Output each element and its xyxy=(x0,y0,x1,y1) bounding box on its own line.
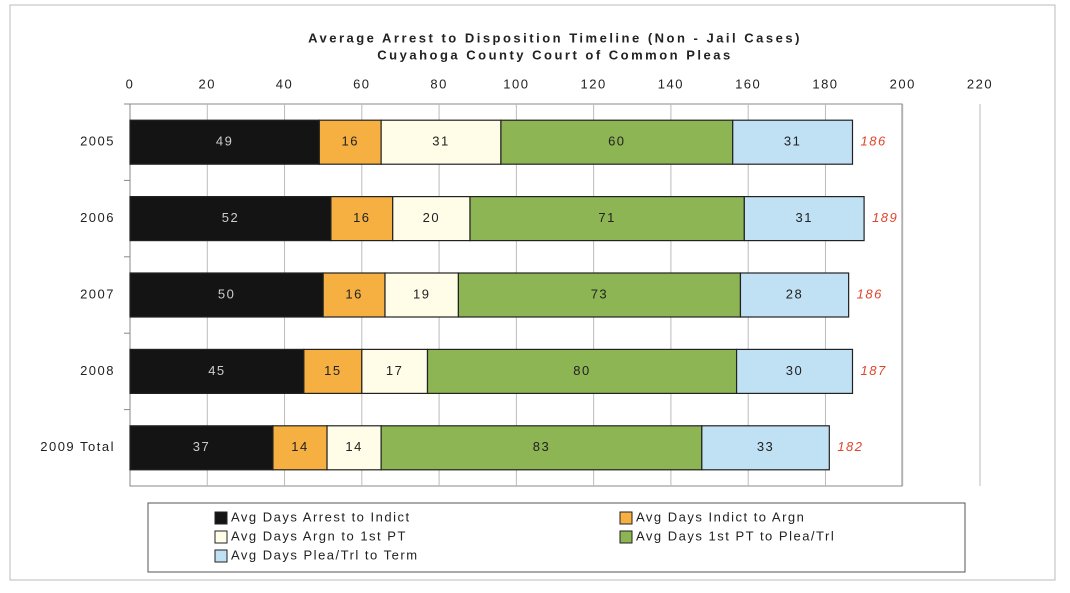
bar-segment xyxy=(384,272,460,318)
bar-segment xyxy=(469,196,745,242)
bar-segment xyxy=(272,425,328,471)
bar-segment xyxy=(380,119,502,165)
bar-segment xyxy=(330,196,394,242)
legend-label: Avg Days Plea/Trl to Term xyxy=(231,547,419,562)
bar-segment xyxy=(735,348,854,394)
data-label: 71 xyxy=(598,210,615,225)
x-tick-label: 180 xyxy=(812,76,838,91)
bar-segment xyxy=(743,196,865,242)
data-label: 37 xyxy=(193,439,210,454)
legend-swatch xyxy=(214,530,228,544)
legend xyxy=(147,502,966,573)
x-tick-label: 160 xyxy=(735,76,761,91)
total-label: 189 xyxy=(872,210,898,225)
bar-segment xyxy=(361,348,429,394)
legend-label: Avg Days Argn to 1st PT xyxy=(231,528,407,543)
data-label: 49 xyxy=(216,134,233,149)
x-tick-label: 100 xyxy=(503,76,529,91)
bar-segment xyxy=(701,425,830,471)
x-tick-label: 40 xyxy=(276,76,293,91)
bar-segment xyxy=(129,425,274,471)
data-label: 45 xyxy=(208,363,225,378)
x-tick-label: 80 xyxy=(430,76,447,91)
data-label: 16 xyxy=(345,286,362,301)
bar-segment xyxy=(392,196,471,242)
data-label: 80 xyxy=(573,363,590,378)
bar-segment xyxy=(739,272,850,318)
data-label: 14 xyxy=(345,439,362,454)
total-label: 187 xyxy=(861,363,887,378)
bar-segment xyxy=(129,119,320,165)
bar-segment xyxy=(318,119,382,165)
x-tick-label: 200 xyxy=(890,76,916,91)
total-label: 186 xyxy=(861,134,887,149)
x-tick-label: 60 xyxy=(353,76,370,91)
chart-subtitle: Cuyahoga County Court of Common Pleas xyxy=(377,47,732,62)
total-label: 182 xyxy=(837,439,863,454)
data-label: 50 xyxy=(218,286,235,301)
data-label: 17 xyxy=(386,363,403,378)
x-tick-label: 0 xyxy=(126,76,135,91)
legend-label: Avg Days Arrest to Indict xyxy=(231,509,411,524)
data-label: 30 xyxy=(786,363,803,378)
data-label: 52 xyxy=(222,210,239,225)
legend-label: Avg Days 1st PT to Plea/Trl xyxy=(636,528,835,543)
legend-swatch xyxy=(619,511,633,525)
data-label: 15 xyxy=(324,363,341,378)
bar-segment xyxy=(326,425,382,471)
legend-swatch xyxy=(214,549,228,563)
bar-segment xyxy=(732,119,854,165)
data-label: 60 xyxy=(608,134,625,149)
data-label: 19 xyxy=(413,286,430,301)
y-tick-label: 2008 xyxy=(80,363,115,378)
bar-segment xyxy=(426,348,738,394)
legend-swatch xyxy=(619,530,633,544)
bar-segment xyxy=(500,119,734,165)
chart-title: Average Arrest to Disposition Timeline (… xyxy=(308,30,802,45)
bar-segment xyxy=(303,348,363,394)
data-label: 14 xyxy=(291,439,308,454)
legend-label: Avg Days Indict to Argn xyxy=(636,509,805,524)
data-label: 20 xyxy=(423,210,440,225)
data-label: 73 xyxy=(591,286,608,301)
data-label: 16 xyxy=(341,134,358,149)
y-tick-label: 2006 xyxy=(80,210,115,225)
y-tick-label: 2009 Total xyxy=(40,439,115,454)
total-label: 186 xyxy=(857,286,883,301)
legend-swatch xyxy=(214,511,228,525)
data-label: 31 xyxy=(432,134,449,149)
y-tick-label: 2007 xyxy=(80,286,115,301)
x-tick-label: 20 xyxy=(199,76,216,91)
data-label: 31 xyxy=(784,134,801,149)
x-tick-label: 220 xyxy=(967,76,993,91)
bar-segment xyxy=(457,272,742,318)
data-label: 16 xyxy=(353,210,370,225)
data-label: 83 xyxy=(533,439,550,454)
y-tick-label: 2005 xyxy=(80,134,115,149)
x-tick-label: 140 xyxy=(658,76,684,91)
x-tick-label: 120 xyxy=(581,76,607,91)
data-label: 31 xyxy=(795,210,812,225)
bar-segment xyxy=(129,272,324,318)
bar-segment xyxy=(322,272,386,318)
data-label: 28 xyxy=(786,286,803,301)
bar-segment xyxy=(129,196,332,242)
data-label: 33 xyxy=(757,439,774,454)
